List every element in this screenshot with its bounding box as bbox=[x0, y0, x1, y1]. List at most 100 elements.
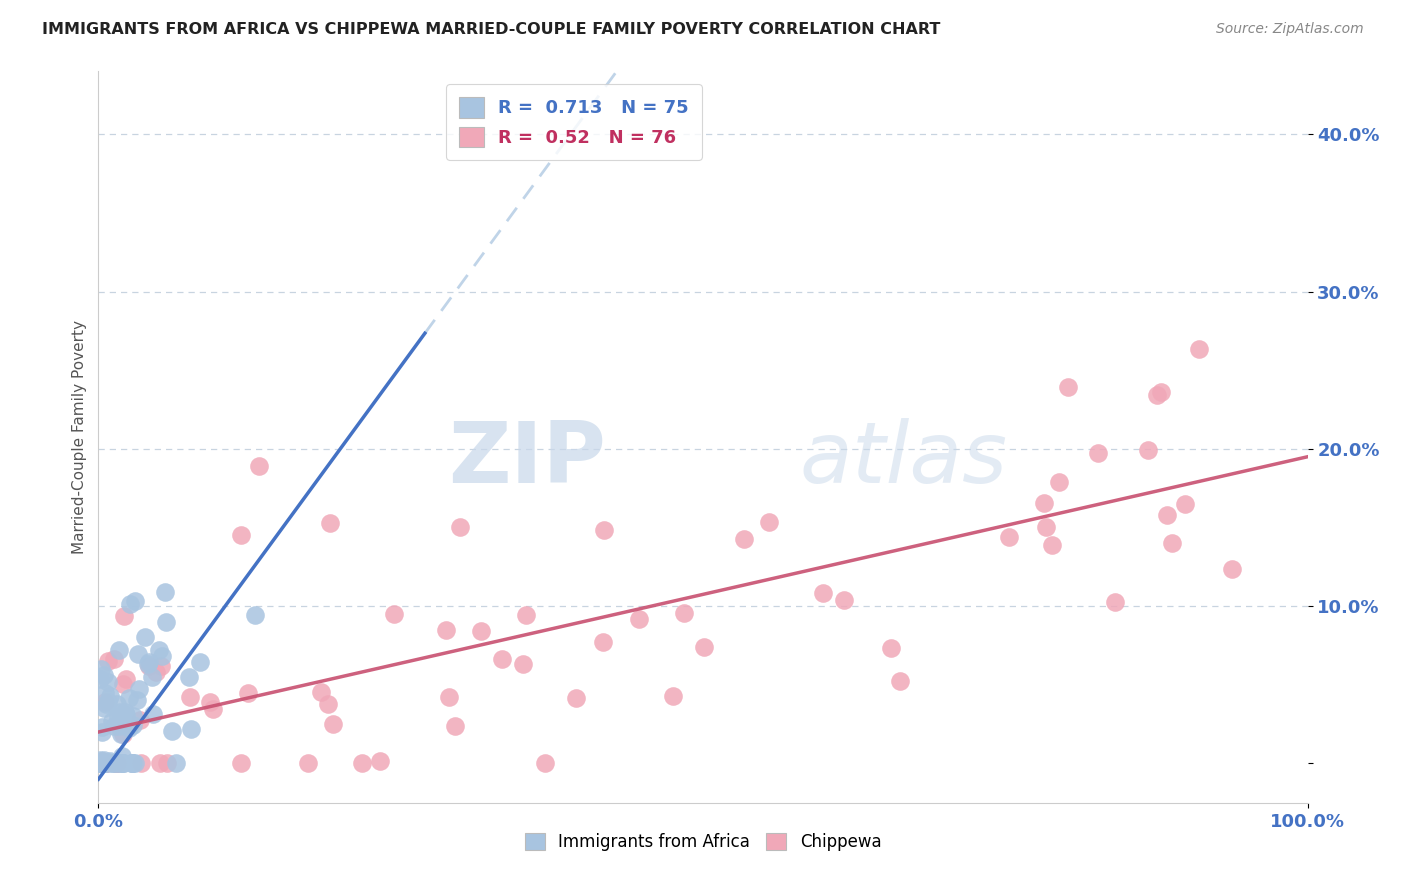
Point bbox=[105, 697, 128, 711]
Point bbox=[693, 640, 716, 654]
Point bbox=[145, 665, 167, 679]
Point bbox=[565, 690, 588, 705]
Point bbox=[104, 756, 127, 771]
Point bbox=[103, 652, 125, 666]
Point bbox=[1173, 497, 1195, 511]
Point bbox=[114, 706, 136, 720]
Point bbox=[98, 690, 121, 704]
Text: IMMIGRANTS FROM AFRICA VS CHIPPEWA MARRIED-COUPLE FAMILY POVERTY CORRELATION CHA: IMMIGRANTS FROM AFRICA VS CHIPPEWA MARRI… bbox=[42, 22, 941, 37]
Point bbox=[1220, 562, 1243, 576]
Point bbox=[93, 667, 115, 681]
Point bbox=[382, 607, 405, 622]
Point bbox=[150, 649, 173, 664]
Point bbox=[661, 689, 683, 703]
Point bbox=[470, 624, 492, 638]
Point bbox=[1137, 442, 1160, 457]
Point bbox=[1150, 385, 1173, 400]
Point bbox=[129, 756, 152, 771]
Point bbox=[512, 657, 534, 671]
Point bbox=[1057, 380, 1080, 394]
Point bbox=[91, 720, 114, 734]
Point bbox=[107, 643, 129, 657]
Point bbox=[592, 635, 614, 649]
Point bbox=[111, 756, 134, 771]
Point bbox=[100, 756, 122, 771]
Point bbox=[1161, 536, 1184, 550]
Y-axis label: Married-Couple Family Poverty: Married-Couple Family Poverty bbox=[72, 320, 87, 554]
Point bbox=[880, 641, 903, 656]
Point bbox=[111, 676, 134, 690]
Legend: Immigrants from Africa, Chippewa: Immigrants from Africa, Chippewa bbox=[517, 826, 889, 858]
Point bbox=[105, 756, 128, 771]
Point bbox=[165, 756, 187, 771]
Point bbox=[100, 756, 122, 771]
Point bbox=[97, 654, 120, 668]
Point bbox=[90, 756, 112, 771]
Point bbox=[91, 756, 114, 771]
Point bbox=[89, 756, 111, 771]
Point bbox=[889, 673, 911, 688]
Point bbox=[105, 756, 128, 771]
Point bbox=[97, 694, 120, 708]
Point bbox=[368, 754, 391, 768]
Point bbox=[115, 708, 138, 723]
Point bbox=[125, 692, 148, 706]
Point bbox=[179, 690, 201, 704]
Point bbox=[1104, 595, 1126, 609]
Point bbox=[177, 669, 200, 683]
Point bbox=[122, 756, 145, 771]
Point bbox=[128, 713, 150, 727]
Point bbox=[141, 670, 163, 684]
Point bbox=[91, 756, 114, 771]
Point bbox=[443, 718, 465, 732]
Point bbox=[115, 672, 138, 686]
Point bbox=[96, 697, 118, 711]
Point bbox=[733, 532, 755, 546]
Point bbox=[309, 685, 332, 699]
Point bbox=[198, 695, 221, 709]
Point bbox=[93, 753, 115, 767]
Point bbox=[297, 756, 319, 771]
Point bbox=[229, 528, 252, 542]
Point bbox=[1033, 496, 1056, 510]
Point bbox=[832, 592, 855, 607]
Point bbox=[103, 719, 125, 733]
Point bbox=[101, 714, 124, 728]
Point bbox=[110, 706, 132, 720]
Point bbox=[111, 748, 134, 763]
Point bbox=[180, 722, 202, 736]
Point bbox=[112, 756, 135, 771]
Point bbox=[93, 701, 115, 715]
Point bbox=[236, 685, 259, 699]
Point bbox=[93, 686, 115, 700]
Point bbox=[319, 516, 342, 531]
Point bbox=[124, 756, 146, 771]
Point bbox=[91, 754, 114, 768]
Point bbox=[104, 756, 127, 771]
Point bbox=[111, 726, 134, 740]
Point bbox=[110, 756, 132, 771]
Point bbox=[201, 702, 224, 716]
Point bbox=[138, 658, 160, 673]
Point bbox=[91, 725, 114, 739]
Point bbox=[112, 715, 135, 730]
Point bbox=[229, 756, 252, 771]
Point bbox=[134, 630, 156, 644]
Point bbox=[758, 515, 780, 529]
Point bbox=[162, 723, 184, 738]
Point bbox=[142, 706, 165, 721]
Point bbox=[1047, 475, 1070, 490]
Point bbox=[94, 694, 117, 708]
Point bbox=[1188, 342, 1211, 356]
Point bbox=[156, 756, 179, 771]
Point bbox=[1035, 520, 1057, 534]
Point bbox=[627, 612, 650, 626]
Point bbox=[533, 756, 555, 771]
Point bbox=[247, 459, 270, 474]
Point bbox=[110, 756, 132, 771]
Point bbox=[89, 672, 111, 686]
Point bbox=[94, 756, 117, 771]
Point bbox=[127, 647, 149, 661]
Point bbox=[672, 606, 695, 620]
Point bbox=[120, 598, 142, 612]
